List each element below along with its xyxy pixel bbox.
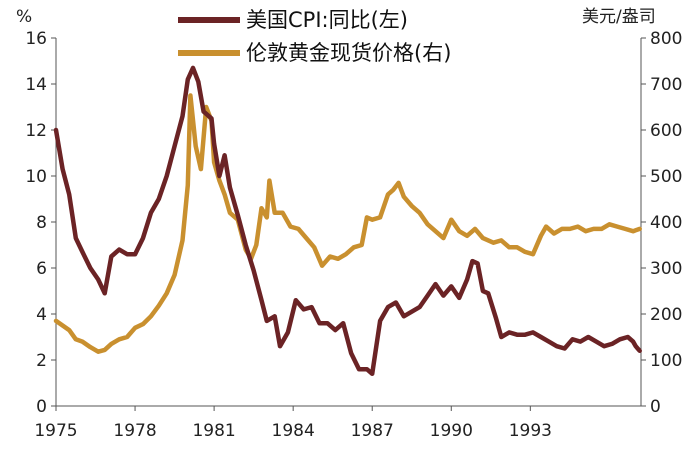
legend-label-gold: 伦敦黄金现货价格(右) bbox=[246, 41, 451, 65]
right-tick-label: 200 bbox=[650, 305, 682, 325]
x-tick-group: 1975 1978 1981 1984 1987 1990 1993 bbox=[34, 406, 552, 441]
left-tick-label: 6 bbox=[36, 259, 47, 279]
x-tick-label: 1990 bbox=[430, 421, 473, 441]
gold-price-line bbox=[53, 93, 642, 354]
left-tick-label: 12 bbox=[25, 121, 47, 141]
right-tick-label: 500 bbox=[650, 167, 682, 187]
right-tick-label: 800 bbox=[650, 29, 682, 49]
left-tick-label: 4 bbox=[36, 305, 47, 325]
right-tick-label: 300 bbox=[650, 259, 682, 279]
left-tick-label: 0 bbox=[36, 397, 47, 417]
legend-label-cpi: 美国CPI:同比(左) bbox=[246, 8, 408, 32]
x-tick-label: 1984 bbox=[272, 421, 315, 441]
right-tick-label: 600 bbox=[650, 121, 682, 141]
left-tick-label: 10 bbox=[25, 167, 47, 187]
right-tick-label: 0 bbox=[650, 397, 661, 417]
left-tick-label: 14 bbox=[25, 75, 47, 95]
x-tick-label: 1981 bbox=[192, 421, 235, 441]
right-tick-group: 0 100 200 300 400 500 600 700 800 bbox=[641, 29, 682, 417]
right-axis-unit: 美元/盎司 bbox=[582, 7, 656, 27]
left-tick-label: 16 bbox=[25, 29, 47, 49]
right-tick-label: 700 bbox=[650, 75, 682, 95]
x-tick-label: 1978 bbox=[113, 421, 156, 441]
x-tick-label: 1993 bbox=[509, 421, 552, 441]
legend: 美国CPI:同比(左) 伦敦黄金现货价格(右) bbox=[178, 8, 451, 65]
series-layer bbox=[53, 65, 642, 377]
cpi-yoy-line bbox=[53, 65, 642, 377]
right-tick-label: 400 bbox=[650, 213, 682, 233]
left-tick-label: 2 bbox=[36, 351, 47, 371]
x-tick-label: 1975 bbox=[34, 421, 77, 441]
left-tick-group: 0 2 4 6 8 10 12 14 16 bbox=[25, 29, 56, 417]
left-tick-label: 8 bbox=[36, 213, 47, 233]
left-axis-unit: % bbox=[16, 7, 32, 27]
right-tick-label: 100 bbox=[650, 351, 682, 371]
x-tick-label: 1987 bbox=[351, 421, 394, 441]
